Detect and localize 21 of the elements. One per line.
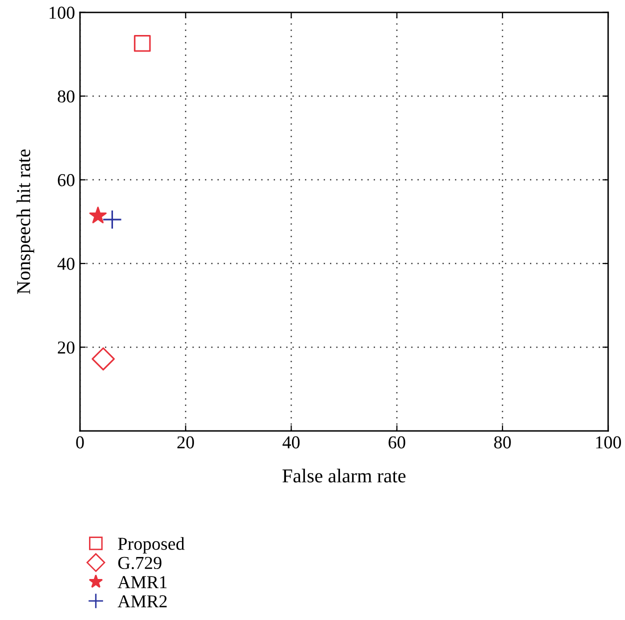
y-axis-title: Nonspeech hit rate: [16, 149, 34, 294]
y-tick-label: 80: [58, 90, 74, 103]
point: [134, 34, 151, 52]
x-tick-label: 60: [388, 436, 406, 448]
x-axis-title: False alarm rate: [282, 468, 406, 482]
x-tick-label: 100: [596, 436, 621, 448]
y-tick-label: 100: [50, 6, 74, 19]
x-tick-label: 40: [282, 436, 300, 448]
x-tick-label: 80: [494, 436, 511, 448]
legend-label: G.729: [118, 556, 162, 570]
point: [89, 206, 107, 224]
legend-label: AMR2: [118, 595, 167, 608]
y-tick-label: 20: [58, 341, 74, 354]
point: [92, 347, 115, 370]
y-tick-label: 40: [57, 258, 74, 270]
x-tick-label: 0: [76, 436, 84, 448]
legend-label: AMR1: [118, 576, 167, 588]
legend-label: Proposed: [118, 537, 184, 554]
y-tick-label: 60: [58, 174, 74, 186]
x-tick-label: 20: [177, 436, 194, 448]
point: [102, 210, 122, 230]
